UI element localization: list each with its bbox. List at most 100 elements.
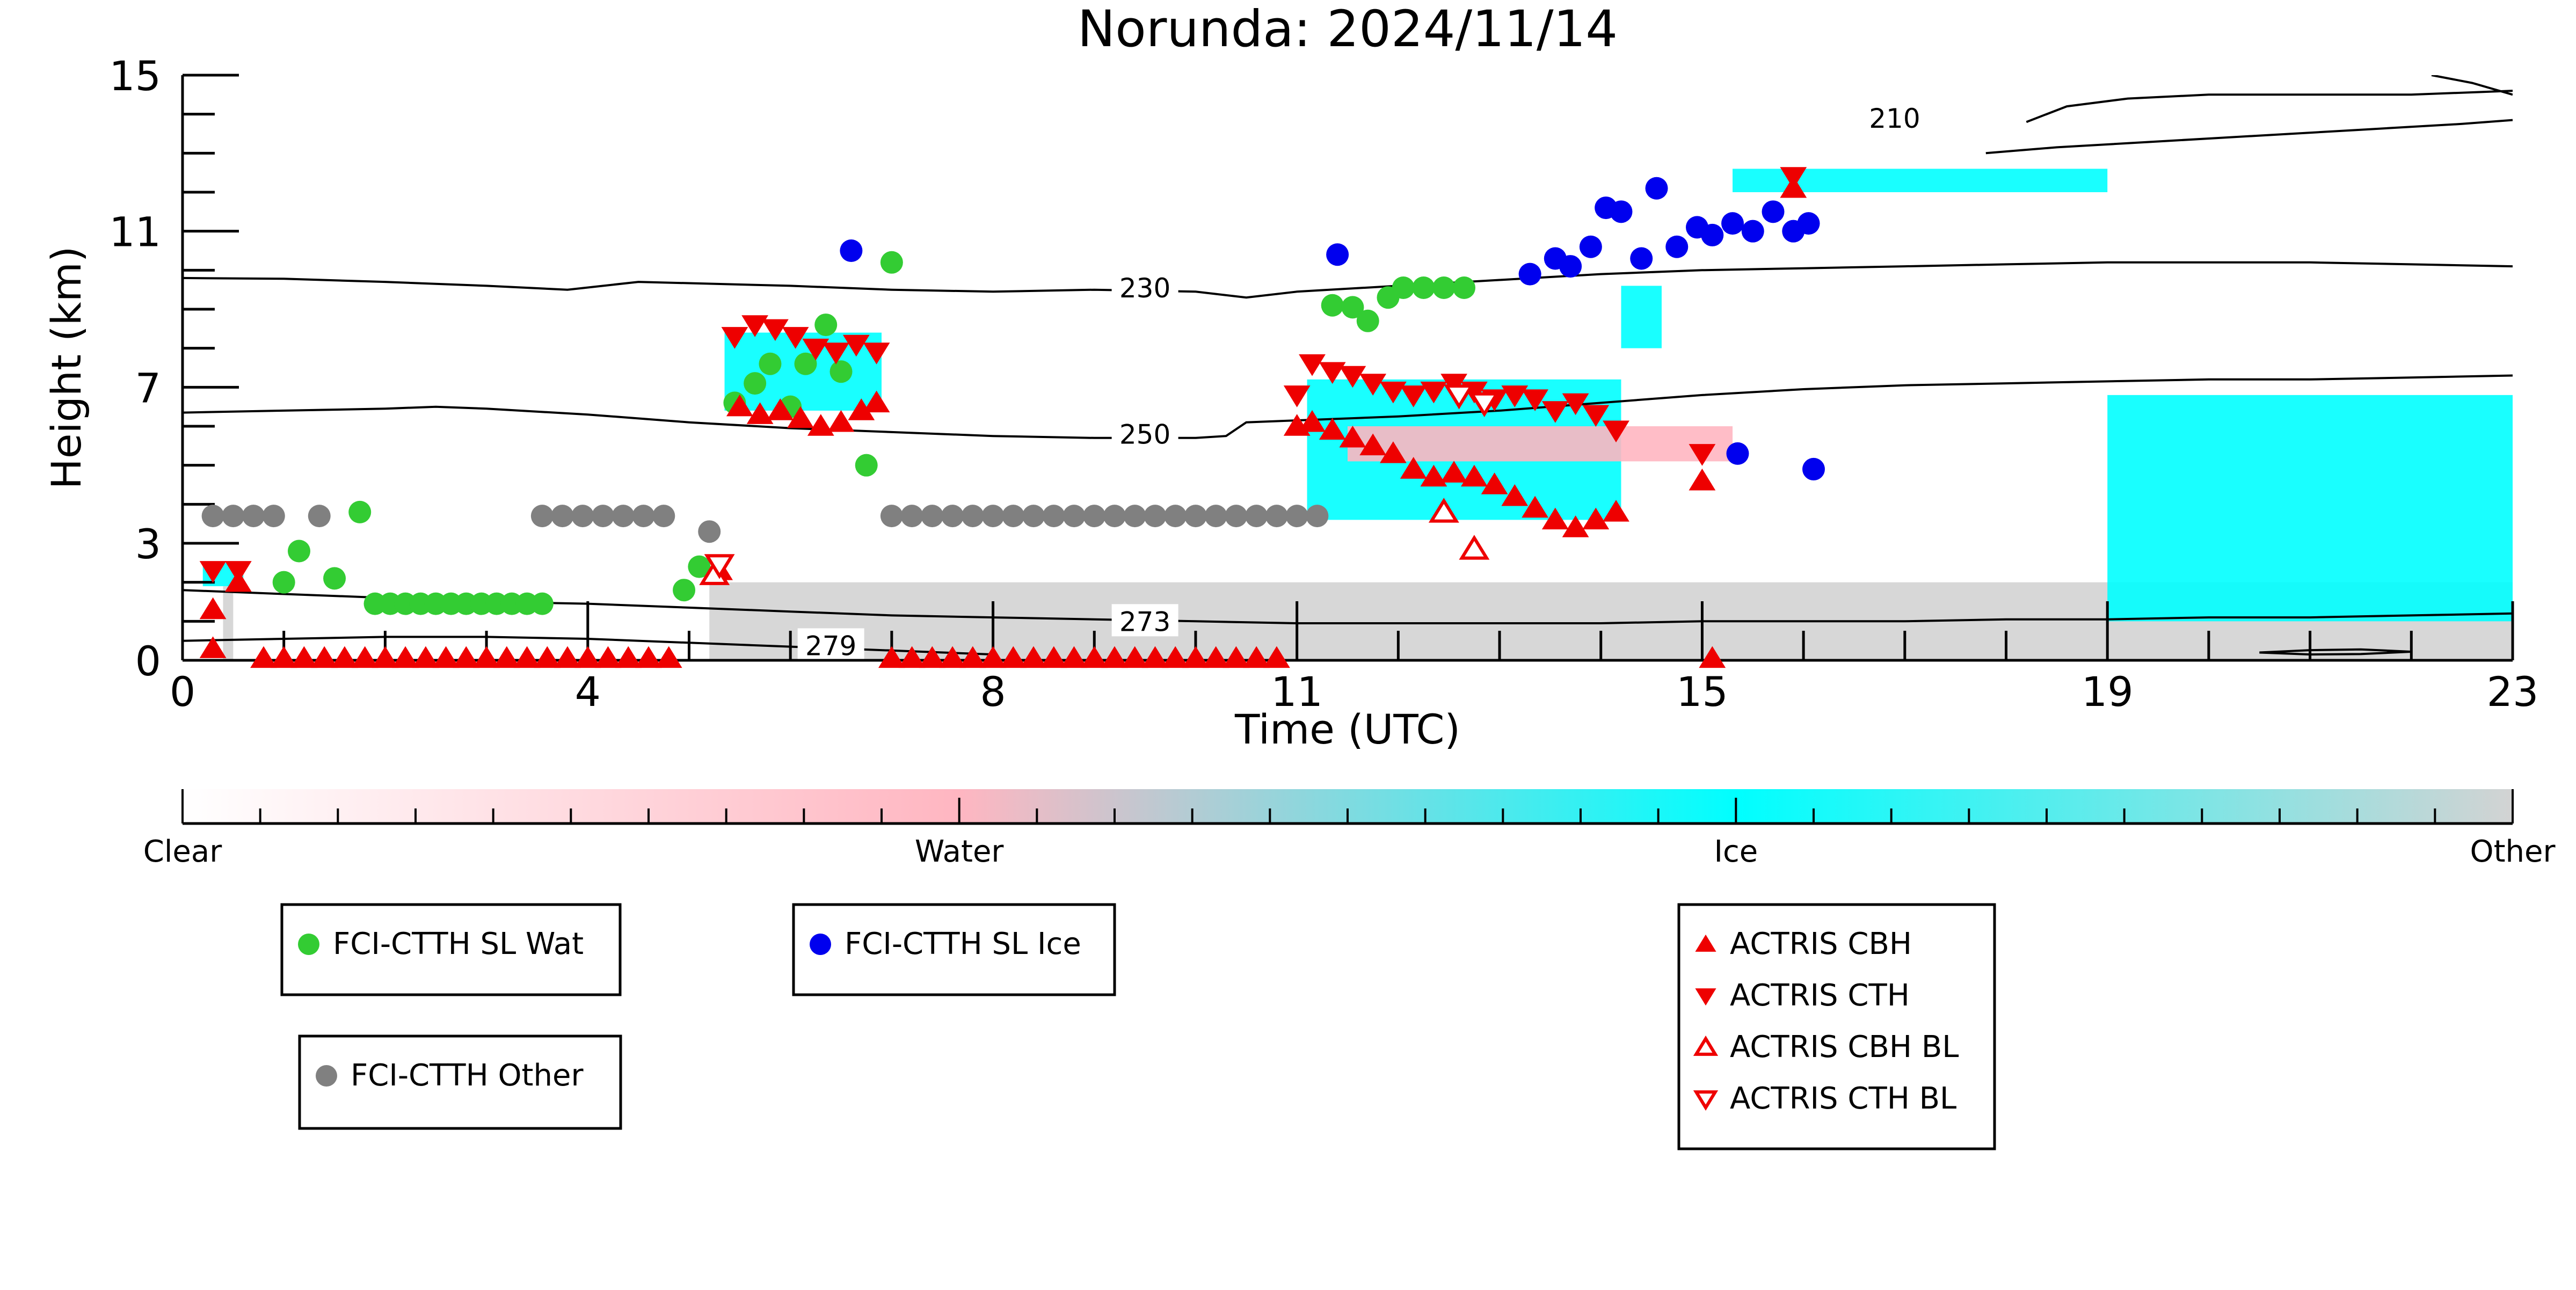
legend-label-actris-cth: ACTRIS CTH: [1730, 978, 1910, 1013]
legend-marker-fci-ctth-other: [316, 1065, 337, 1087]
y-tick-label: 15: [109, 52, 161, 100]
actris-near-ground-point: [1121, 646, 1148, 668]
fci-ctth-other-point: [592, 505, 615, 528]
actris-near-ground-point: [270, 646, 297, 668]
fci-ctth-other-point: [698, 520, 721, 543]
actris-cth-point: [1780, 167, 1807, 189]
actris-cth-point: [1501, 385, 1529, 407]
actris-near-ground-point: [594, 646, 622, 668]
fci-ctth-other-point: [1042, 505, 1065, 528]
actris-cbh-point: [1380, 441, 1407, 463]
actris-near-ground-point: [1000, 646, 1027, 668]
fci-ctth-other-point: [981, 505, 1005, 528]
fci-ctth-sl-wat-point: [814, 314, 838, 337]
fci-ctth-sl-wat-point: [1341, 296, 1364, 319]
fci-ctth-other-point: [1184, 505, 1207, 528]
fci-ctth-other-point: [1245, 505, 1268, 528]
legend-marker-actris-cbh-bl: [1693, 1036, 1719, 1056]
legend-label-actris-cth-bl: ACTRIS CTH BL: [1730, 1081, 1956, 1116]
actris-cbh-point: [1481, 472, 1508, 494]
fci-ctth-other-point: [242, 505, 265, 528]
legend-marker-actris-cbh: [1695, 934, 1716, 952]
actris-near-ground-point: [1162, 646, 1189, 668]
contour-line-2: [2431, 75, 2513, 96]
legend-label-fci-ctth-other: FCI-CTTH Other: [351, 1058, 584, 1093]
fci-ctth-sl-wat-point: [323, 567, 346, 590]
fci-ctth-other-point: [262, 505, 285, 528]
legend-marker-fci-ctth-sl-wat: [298, 934, 319, 955]
actris-near-ground-point: [655, 646, 682, 668]
actris-cth-bl-point: [1469, 392, 1500, 418]
fci-ctth-other-point: [1063, 505, 1086, 528]
fci-ctth-sl-wat-point: [759, 352, 782, 375]
contour-line-5: [183, 589, 2513, 624]
actris-cbh-bl-point: [1459, 535, 1490, 560]
actris-near-ground-point: [1222, 646, 1250, 668]
actris-cth-point: [1562, 393, 1589, 416]
actris-near-ground-point: [351, 646, 379, 668]
actris-cth-point: [802, 338, 829, 361]
temperature-contours: 210 230 250 273 279: [183, 75, 2513, 661]
fci-ctth-other-point: [201, 505, 224, 528]
fci-ctth-sl-wat-point: [1321, 294, 1344, 317]
fci-ctth-sl-ice-point: [840, 239, 863, 262]
colorbar-label-other: Other: [2470, 834, 2556, 869]
actris-cth-point: [1400, 385, 1427, 407]
actris-near-ground-point: [878, 646, 905, 668]
actris-near-ground-point: [615, 646, 642, 668]
fci-ctth-sl-wat-point: [794, 352, 817, 375]
legend-box-3: [1677, 903, 1996, 1150]
contour-label-3: 230: [1119, 273, 1170, 304]
fci-ctth-sl-wat-point: [1392, 276, 1415, 300]
fci-ctth-other-point: [652, 505, 675, 528]
y-axis-label: Height (km): [42, 246, 90, 490]
fci-ctth-sl-wat-point: [829, 360, 853, 383]
contour-label-bg-5: [1111, 604, 1178, 637]
x-tick-label: 0: [170, 668, 195, 716]
fci-ctth-sl-ice-point: [1630, 247, 1653, 270]
fci-ctth-sl-wat-point: [1432, 276, 1456, 300]
actris-cbh-point: [863, 390, 890, 413]
actris-cbh-point: [746, 402, 774, 424]
fci-ctth-sl-wat-point: [1412, 276, 1435, 300]
fci-ctth-other-point: [1164, 505, 1187, 528]
actris-near-ground-point: [250, 646, 277, 668]
legend-label-actris-cbh-bl: ACTRIS CBH BL: [1730, 1030, 1959, 1065]
actris-near-ground-point: [1699, 646, 1726, 668]
fci-ctth-sl-wat-point: [1356, 309, 1379, 332]
fci-ctth-sl-ice-point: [1610, 200, 1633, 223]
fci-ctth-sl-ice-point: [1797, 212, 1820, 235]
contour-line-1: [1985, 119, 2513, 155]
actris-cth-point: [1299, 354, 1326, 376]
actris-cth-bl-point: [1444, 384, 1475, 410]
actris-cth-point: [741, 315, 768, 337]
colorbar-label-ice: Ice: [1714, 834, 1758, 869]
actris-cth-point: [1603, 420, 1629, 443]
actris-near-ground-point: [493, 646, 520, 668]
actris-cbh-point: [199, 597, 227, 620]
actris-cth-point: [199, 561, 227, 583]
actris-cbh-point: [1603, 500, 1629, 522]
contour-label-bg-6: [797, 628, 864, 660]
y-tick-label: 0: [135, 637, 161, 685]
fci-ctth-other-point: [1204, 505, 1227, 528]
fci-ctth-other-point: [551, 505, 574, 528]
actris-near-ground-point: [979, 646, 1007, 668]
actris-cbh-point: [1522, 495, 1548, 518]
actris-near-ground-point: [534, 646, 561, 668]
actris-cbh-point: [1440, 461, 1467, 483]
legend-label-fci-ctth-sl-ice: FCI-CTTH SL Ice: [845, 927, 1081, 961]
legend-marker-actris-cth: [1695, 988, 1716, 1006]
contour-label-6: 279: [805, 630, 856, 661]
actris-near-ground-point: [513, 646, 541, 668]
y-tick-label: 11: [109, 208, 161, 256]
fci-ctth-other-point: [1083, 505, 1106, 528]
fci-ctth-other-point: [632, 505, 655, 528]
y-tick-label: 7: [135, 364, 161, 412]
fci-ctth-sl-wat-point: [673, 579, 696, 602]
actris-near-ground-point: [311, 646, 338, 668]
fci-ctth-other-point: [222, 505, 245, 528]
actris-cth-point: [1689, 444, 1716, 466]
actris-near-ground-point: [1243, 646, 1270, 668]
fci-ctth-sl-wat-point: [272, 571, 295, 594]
